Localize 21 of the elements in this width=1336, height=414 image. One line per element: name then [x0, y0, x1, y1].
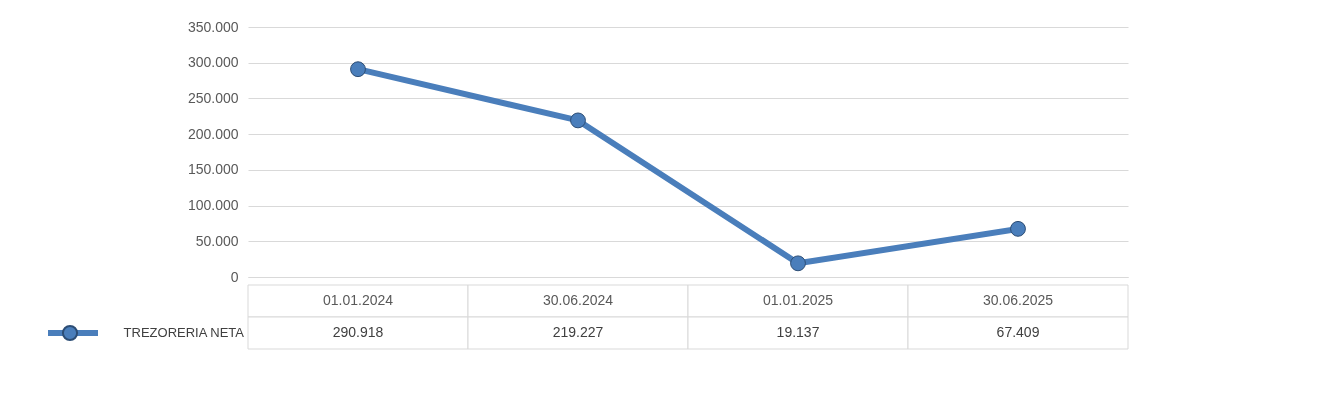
y-tick-label: 0	[230, 268, 239, 285]
data-label: 219.227	[552, 324, 604, 340]
y-tick-label: 250.000	[187, 89, 239, 106]
data-label: 290.918	[332, 324, 384, 340]
data-label: 19.137	[776, 324, 820, 340]
x-tick-label: 30.06.2025	[982, 292, 1054, 308]
x-tick-label: 30.06.2024	[542, 292, 614, 308]
y-tick-label: 300.000	[187, 54, 239, 71]
y-tick-label: 150.000	[187, 161, 239, 178]
y-tick-label: 100.000	[187, 197, 239, 214]
y-tick-label: 50.000	[195, 232, 239, 249]
x-tick-label: 01.01.2024	[322, 292, 394, 308]
legend-label: TREZORERIA NETA	[123, 325, 245, 340]
point	[350, 61, 366, 78]
point	[1010, 220, 1026, 237]
data-label: 67.409	[996, 324, 1040, 340]
x-tick-label: 01.01.2025	[762, 292, 834, 308]
y-tick-label: 350.000	[187, 18, 239, 35]
point	[570, 112, 586, 129]
point	[790, 255, 806, 272]
y-tick-label: 200.000	[187, 125, 239, 142]
